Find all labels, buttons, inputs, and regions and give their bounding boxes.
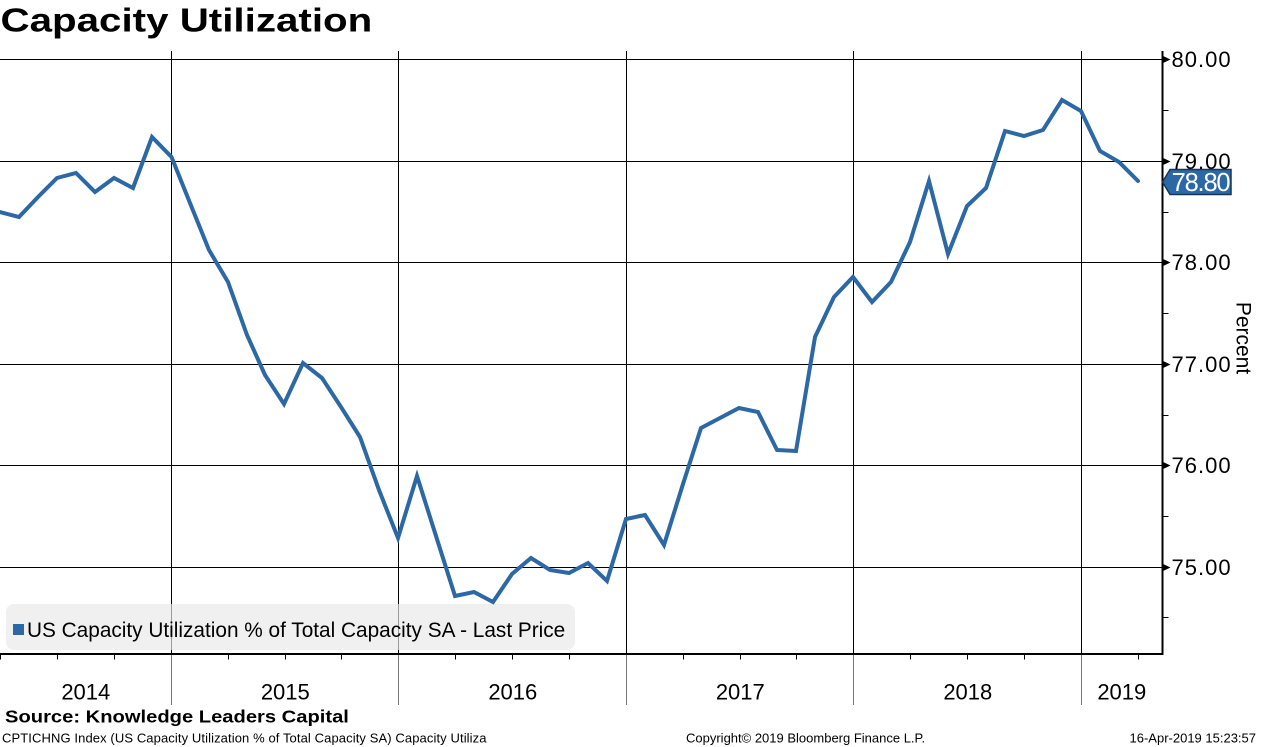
svg-text:76.00: 76.00	[1172, 453, 1232, 478]
svg-text:80.00: 80.00	[1172, 47, 1232, 72]
svg-text:78.80: 78.80	[1172, 169, 1231, 197]
svg-text:Copyright© 2019 Bloomberg Fina: Copyright© 2019 Bloomberg Finance L.P.	[686, 731, 925, 746]
svg-text:US Capacity Utilization % of T: US Capacity Utilization % of Total Capac…	[27, 619, 565, 642]
svg-text:Percent: Percent	[1232, 302, 1255, 375]
svg-text:2014: 2014	[61, 680, 110, 705]
svg-text:77.00: 77.00	[1172, 352, 1232, 377]
svg-text:Capacity Utilization: Capacity Utilization	[0, 2, 372, 39]
svg-text:CPTICHNG Index (US Capacity Ut: CPTICHNG Index (US Capacity Utilization …	[2, 731, 487, 746]
svg-text:2019: 2019	[1097, 680, 1146, 705]
svg-text:78.00: 78.00	[1172, 250, 1232, 275]
svg-text:75.00: 75.00	[1172, 555, 1232, 580]
svg-text:79.00: 79.00	[1172, 149, 1232, 174]
svg-text:2016: 2016	[488, 680, 537, 705]
svg-text:2018: 2018	[943, 680, 992, 705]
svg-text:2017: 2017	[716, 680, 765, 705]
svg-text:16-Apr-2019 15:23:57: 16-Apr-2019 15:23:57	[1130, 731, 1256, 746]
svg-text:2015: 2015	[261, 680, 310, 705]
svg-text:Source: Knowledge Leaders Capi: Source: Knowledge Leaders Capital	[5, 707, 349, 727]
